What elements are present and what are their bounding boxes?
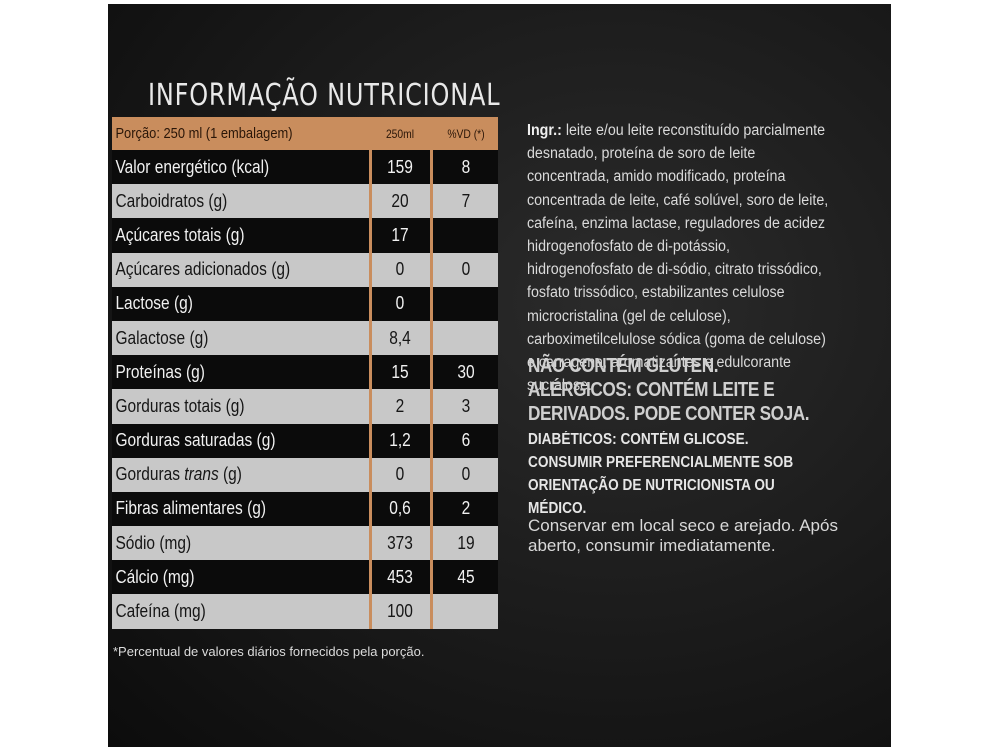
nutrient-vd: 7 — [461, 190, 471, 211]
nutrient-value: 453 — [387, 566, 413, 587]
nutrient-label: Fibras alimentares (g) — [115, 498, 266, 519]
nutrient-value: 0 — [395, 464, 405, 485]
column-divider — [430, 491, 433, 527]
nutrient-vd: 0 — [461, 464, 471, 485]
column-divider — [430, 457, 433, 492]
allergen-warning: NÃO CONTÉM GLÚTEN. ALÉRGICOS: CONTÉM LEI… — [528, 355, 810, 425]
column-divider — [430, 423, 433, 458]
table-row: Valor energético (kcal) 159 8 — [112, 150, 498, 185]
nutrient-value: 2 — [395, 395, 405, 416]
column-divider — [369, 218, 372, 253]
serving-size-label: Porção: 250 ml (1 embalagem) — [115, 125, 293, 142]
table-row: Açúcares totais (g) 17 — [112, 218, 498, 253]
nutrition-table: Porção: 250 ml (1 embalagem) 250ml %VD (… — [112, 117, 498, 629]
nutrient-label: Carboidratos (g) — [115, 190, 228, 211]
nutrient-value: 15 — [391, 361, 409, 382]
column-divider — [369, 594, 372, 629]
diabetic-warning-line1: DIABÉTICOS: CONTÉM GLICOSE. — [528, 431, 749, 448]
table-body: Valor energético (kcal) 159 8 Carboidratos … — [112, 150, 498, 629]
column-divider — [369, 457, 372, 492]
table-row: Cálcio (mg) 453 45 — [112, 560, 498, 595]
diabetic-warning-line2: CONSUMIR PREFERENCIALMENTE SOB ORIENTAÇÃ… — [528, 454, 794, 517]
nutrient-label: Valor energético (kcal) — [115, 156, 270, 177]
nutrient-label: Cálcio (mg) — [115, 566, 195, 587]
column-divider — [430, 150, 433, 185]
table-row: Fibras alimentares (g) 0,6 2 — [112, 491, 498, 527]
table-row: Galactose (g) 8,4 — [112, 320, 498, 356]
column-divider — [430, 286, 433, 321]
table-row: Gorduras saturadas (g) 1,2 6 — [112, 423, 498, 458]
nutrient-label: Galactose (g) — [115, 327, 209, 348]
column-header-vd: %VD (*) — [447, 126, 485, 141]
column-divider — [369, 286, 372, 321]
nutrient-vd: 6 — [461, 430, 471, 451]
nutrient-value: 0 — [395, 293, 405, 314]
table-header-row: Porção: 250 ml (1 embalagem) 250ml %VD (… — [112, 117, 498, 150]
nutrient-value: 8,4 — [389, 327, 411, 348]
nutrient-value: 1,2 — [389, 430, 411, 451]
nutrient-vd: 30 — [457, 361, 475, 382]
nutrient-label-suffix: (g) — [218, 464, 242, 485]
column-divider — [430, 594, 433, 629]
column-divider — [369, 526, 372, 561]
nutrient-value: 0,6 — [389, 498, 411, 519]
column-divider — [430, 320, 433, 356]
nutrient-label: Açúcares adicionados (g) — [115, 259, 291, 280]
column-divider — [430, 355, 433, 390]
nutrient-vd: 0 — [461, 259, 471, 280]
column-divider — [369, 184, 372, 219]
table-row: Cafeína (mg) 100 — [112, 594, 498, 629]
nutrient-vd: 19 — [457, 532, 475, 553]
column-divider — [369, 423, 372, 458]
nutrient-vd: 3 — [461, 395, 471, 416]
table-row: Sódio (mg) 373 19 — [112, 526, 498, 561]
table-row: Proteínas (g) 15 30 — [112, 355, 498, 390]
nutrient-label-prefix: Gorduras — [115, 464, 185, 485]
column-divider — [430, 252, 433, 287]
nutrition-title: INFORMAÇÃO NUTRICIONAL — [148, 78, 501, 113]
storage-instructions: Conservar em local seco e arejado. Após … — [528, 516, 838, 555]
column-header-value: 250ml — [385, 126, 415, 141]
table-row: Carboidratos (g) 20 7 — [112, 184, 498, 219]
nutrient-label: Proteínas (g) — [115, 361, 205, 382]
column-divider — [369, 491, 372, 527]
column-divider — [430, 389, 433, 424]
ingredients-list: leite e/ou leite reconstituído parcialme… — [527, 122, 829, 395]
column-divider — [430, 218, 433, 253]
column-divider — [369, 560, 372, 595]
table-row: Gorduras totais (g) 2 3 — [112, 389, 498, 424]
ingredients-text: Ingr.: leite e/ou leite reconstituído pa… — [527, 119, 831, 397]
nutrient-value: 159 — [387, 156, 413, 177]
nutrient-label: Lactose (g) — [115, 293, 193, 314]
nutrient-vd: 45 — [457, 566, 475, 587]
nutrient-label-italic: trans — [184, 464, 219, 485]
column-divider — [369, 252, 372, 287]
table-row: Lactose (g) 0 — [112, 286, 498, 321]
nutrient-vd: 8 — [461, 156, 471, 177]
nutrient-value: 17 — [391, 224, 409, 245]
nutrient-value: 100 — [387, 601, 413, 622]
nutrient-label: Sódio (mg) — [115, 532, 192, 553]
nutrient-label: Gorduras saturadas (g) — [115, 430, 276, 451]
column-divider — [430, 526, 433, 561]
column-divider — [369, 355, 372, 390]
footnote: *Percentual de valores diários fornecido… — [113, 644, 425, 659]
nutrient-label: Gorduras totais (g) — [115, 395, 245, 416]
nutrient-vd: 2 — [461, 498, 471, 519]
ingredients-label: Ingr.: — [527, 122, 562, 139]
nutrient-label: Cafeína (mg) — [115, 601, 206, 622]
column-divider — [369, 320, 372, 356]
nutrient-value: 373 — [387, 532, 413, 553]
diabetic-warning: DIABÉTICOS: CONTÉM GLICOSE. CONSUMIR PRE… — [528, 428, 827, 520]
column-divider — [430, 184, 433, 219]
column-divider — [369, 389, 372, 424]
nutrient-value: 0 — [395, 259, 405, 280]
nutrient-label: Gorduras trans (g) — [112, 464, 334, 485]
nutrient-label: Açúcares totais (g) — [115, 224, 245, 245]
column-divider — [369, 150, 372, 185]
table-row: Açúcares adicionados (g) 0 0 — [112, 252, 498, 287]
column-divider — [430, 560, 433, 595]
table-row: Gorduras trans (g) 0 0 — [112, 457, 498, 492]
nutrient-value: 20 — [391, 190, 409, 211]
